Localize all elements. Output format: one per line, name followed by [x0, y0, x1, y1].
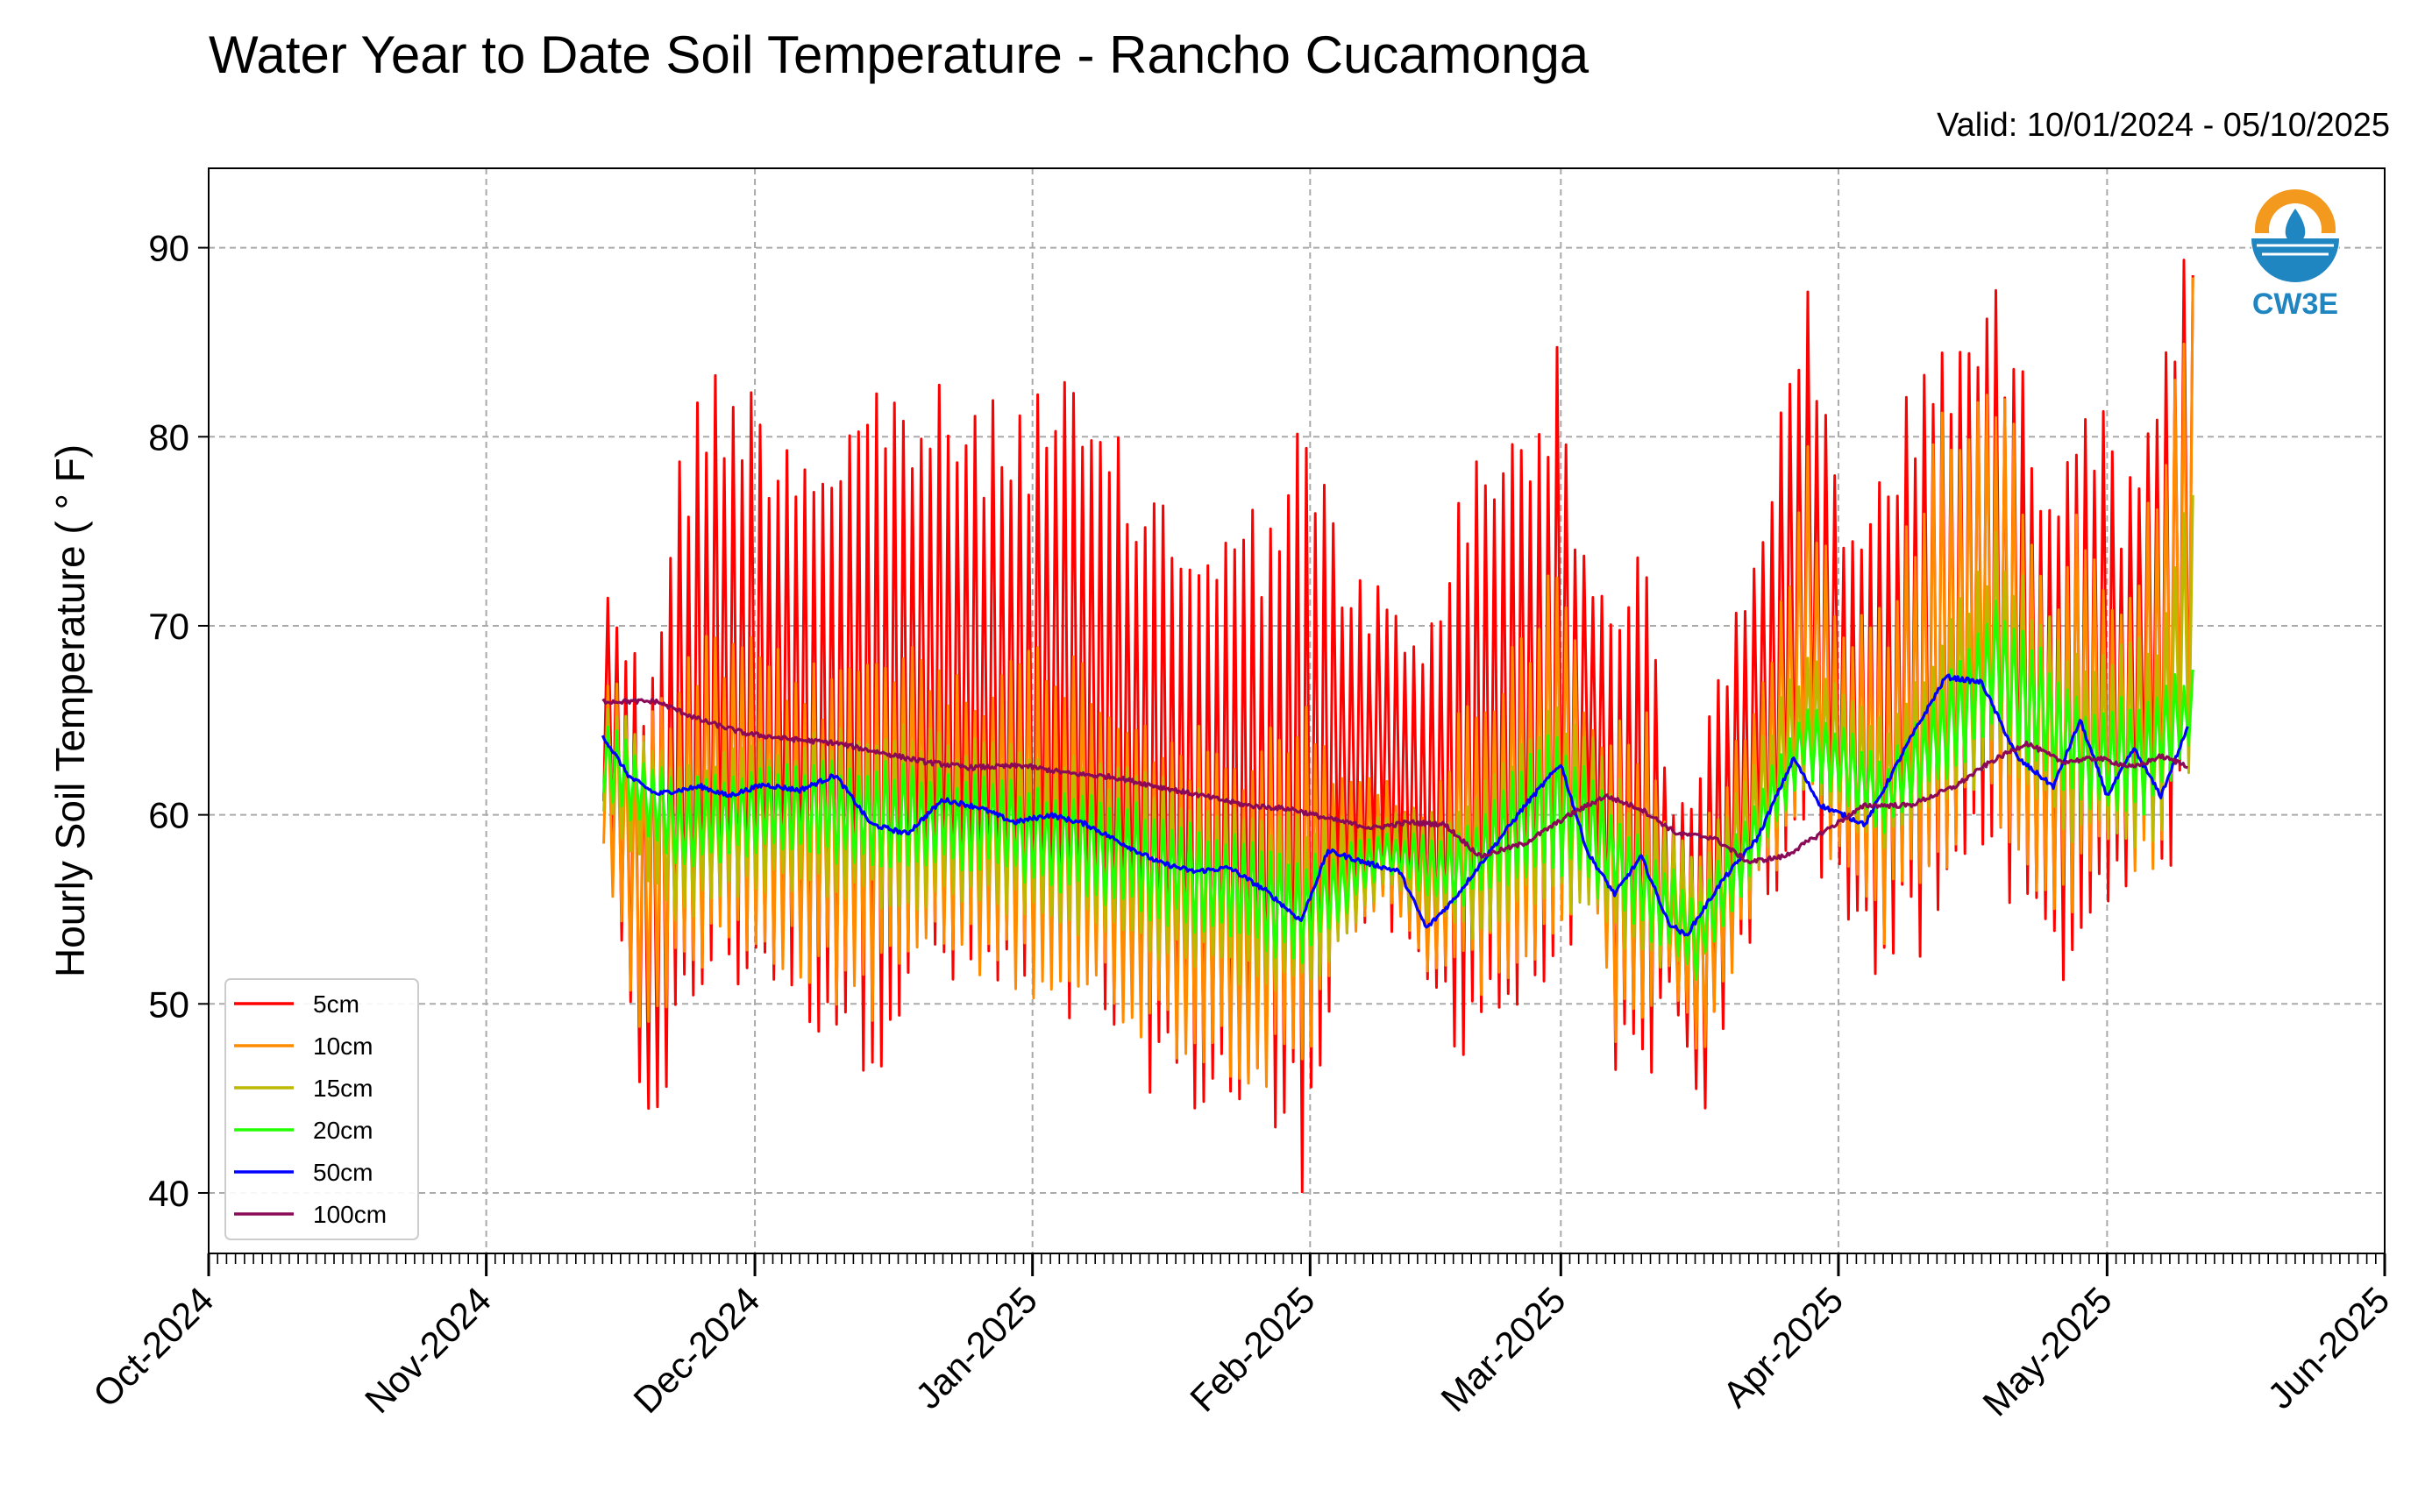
x-tick-label: Oct-2024: [85, 1279, 221, 1415]
x-minor-ticks: [208, 1253, 2386, 1264]
x-tick-label: Jun-2025: [2259, 1279, 2397, 1416]
valid-date-range: Valid: 10/01/2024 - 05/10/2025: [1937, 107, 2390, 144]
y-tick-label: 70: [148, 606, 189, 647]
y-tick-label: 60: [148, 795, 189, 836]
x-tick-label: Dec-2024: [625, 1279, 767, 1421]
series-lines: [601, 259, 2194, 1194]
y-tick-label: 90: [148, 228, 189, 269]
legend-label-20cm: 20cm: [313, 1117, 373, 1144]
x-tick-label: Mar-2025: [1433, 1279, 1573, 1419]
logo-text: CW3E: [2252, 287, 2338, 321]
y-tick-label: 80: [148, 416, 189, 458]
legend-label-15cm: 15cm: [313, 1075, 373, 1102]
y-axis: 40 50 60 70 80 90 Hourly Soil Temperature ( ° …: [47, 228, 209, 1214]
x-tick-label: Feb-2025: [1182, 1279, 1322, 1419]
y-tick-label: 40: [148, 1173, 189, 1214]
legend-label-10cm: 10cm: [313, 1033, 373, 1060]
series-line-100cm: [601, 698, 2188, 865]
x-axis: Oct-2024 Nov-2024 Dec-2024 Jan-2025 Feb-2025…: [85, 1253, 2397, 1423]
y-axis-label: Hourly Soil Temperature ( ° F): [47, 444, 93, 977]
series-line-50cm: [601, 673, 2189, 937]
plot-frame: [208, 167, 2386, 1254]
legend: 5cm 10cm 15cm 20cm 50cm 100cm: [224, 978, 419, 1240]
legend-label-100cm: 100cm: [313, 1201, 387, 1228]
water-drop-icon: [2285, 209, 2306, 242]
x-tick-label: Nov-2024: [357, 1279, 499, 1421]
x-tick-label: May-2025: [1974, 1279, 2119, 1423]
series-line-20cm: [602, 600, 2194, 981]
y-tick-label: 50: [148, 983, 189, 1025]
legend-label-50cm: 50cm: [313, 1159, 373, 1186]
legend-label-5cm: 5cm: [313, 990, 359, 1018]
cw3e-logo-icon: CW3E: [2251, 189, 2339, 321]
chart-title: Water Year to Date Soil Temperature - Ra…: [209, 25, 1589, 84]
x-tick-label: Jan-2025: [907, 1279, 1045, 1416]
x-tick-label: Apr-2025: [1715, 1279, 1851, 1415]
